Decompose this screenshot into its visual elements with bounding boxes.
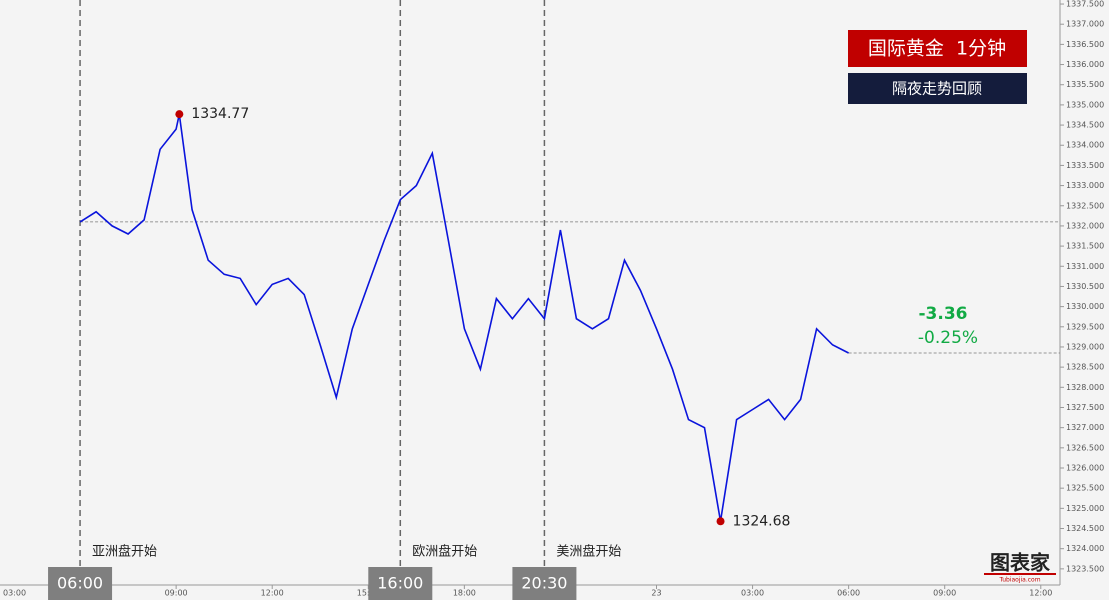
x-tick-label: 12:00 bbox=[261, 589, 284, 598]
y-tick-label: 1332.500 bbox=[1066, 201, 1104, 210]
y-tick-label: 1333.000 bbox=[1066, 181, 1104, 190]
y-tick-label: 1325.000 bbox=[1066, 504, 1104, 513]
y-tick-label: 1328.000 bbox=[1066, 383, 1104, 392]
session-name: 欧洲盘开始 bbox=[412, 544, 477, 560]
session-time-box bbox=[48, 567, 113, 600]
x-tick-label: 15:00 bbox=[357, 589, 380, 598]
session-name: 美洲盘开始 bbox=[556, 544, 621, 560]
chart-title: 国际黄金 1分钟 bbox=[868, 38, 1006, 60]
title-box bbox=[848, 30, 1027, 67]
x-tick-label: 23 bbox=[651, 589, 661, 598]
y-tick-label: 1329.500 bbox=[1066, 322, 1104, 331]
session-time: 20:30 bbox=[521, 574, 567, 593]
session-time: 06:00 bbox=[57, 574, 103, 593]
session-time-box bbox=[368, 567, 433, 600]
subtitle-box bbox=[848, 73, 1027, 104]
change-percent: -0.25% bbox=[918, 328, 978, 348]
price-line bbox=[79, 114, 849, 522]
y-tick-label: 1326.500 bbox=[1066, 443, 1104, 452]
x-tick-label: 09:00 bbox=[933, 589, 956, 598]
y-tick-label: 1330.000 bbox=[1066, 302, 1104, 311]
session-time: 16:00 bbox=[377, 574, 423, 593]
y-tick-label: 1337.500 bbox=[1066, 0, 1104, 9]
chart-subtitle: 隔夜走势回顾 bbox=[892, 80, 982, 98]
extreme-label: 1324.68 bbox=[733, 513, 791, 529]
logo: 图表家 bbox=[990, 551, 1051, 575]
x-tick-label: 18:00 bbox=[453, 589, 476, 598]
y-tick-label: 1326.000 bbox=[1066, 464, 1104, 473]
y-tick-label: 1325.500 bbox=[1066, 484, 1104, 493]
x-tick-label: 03:00 bbox=[3, 589, 26, 598]
y-tick-label: 1334.500 bbox=[1066, 121, 1104, 130]
y-tick-label: 1324.500 bbox=[1066, 524, 1104, 533]
x-tick-label: 06:00 bbox=[837, 589, 860, 598]
change-value: -3.36 bbox=[919, 304, 968, 324]
extreme-point bbox=[175, 110, 184, 119]
x-tick-label: 12:00 bbox=[1029, 589, 1052, 598]
y-tick-label: 1332.000 bbox=[1066, 221, 1104, 230]
y-tick-label: 1333.500 bbox=[1066, 161, 1104, 170]
y-tick-label: 1336.500 bbox=[1066, 40, 1104, 49]
x-tick-label: 09:00 bbox=[165, 589, 188, 598]
y-tick-label: 1324.000 bbox=[1066, 544, 1104, 553]
y-tick-label: 1335.000 bbox=[1066, 100, 1104, 109]
y-tick-label: 1334.000 bbox=[1066, 141, 1104, 150]
y-tick-label: 1331.500 bbox=[1066, 242, 1104, 251]
y-tick-label: 1328.500 bbox=[1066, 363, 1104, 372]
y-tick-label: 1323.500 bbox=[1066, 564, 1104, 573]
session-name: 亚洲盘开始 bbox=[92, 544, 157, 560]
x-tick-label: 03:00 bbox=[741, 589, 764, 598]
y-tick-label: 1329.000 bbox=[1066, 342, 1104, 351]
y-tick-label: 1327.000 bbox=[1066, 423, 1104, 432]
extreme-label: 1334.77 bbox=[191, 106, 249, 122]
y-tick-label: 1336.000 bbox=[1066, 60, 1104, 69]
logo-url: Tubiaojia.com bbox=[998, 577, 1040, 584]
y-tick-label: 1335.500 bbox=[1066, 80, 1104, 89]
session-time-box bbox=[512, 567, 577, 600]
y-tick-label: 1331.000 bbox=[1066, 262, 1104, 271]
y-tick-label: 1337.000 bbox=[1066, 20, 1104, 29]
extreme-point bbox=[716, 517, 725, 526]
y-tick-label: 1327.500 bbox=[1066, 403, 1104, 412]
y-tick-label: 1330.500 bbox=[1066, 282, 1104, 291]
